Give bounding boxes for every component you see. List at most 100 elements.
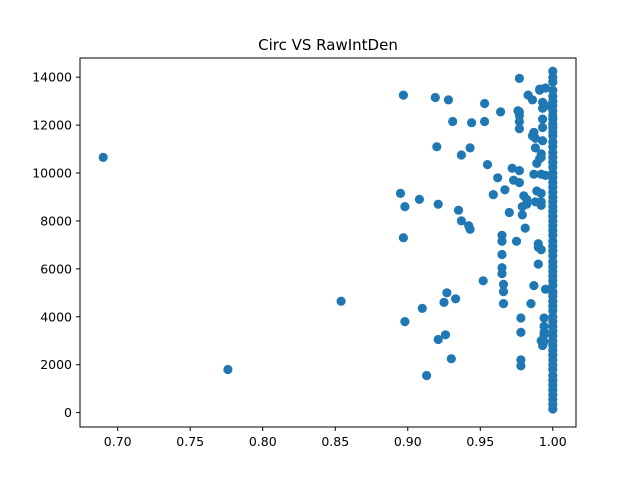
data-point <box>516 361 526 371</box>
data-point <box>478 276 488 286</box>
data-point <box>548 404 558 414</box>
data-point <box>540 170 551 180</box>
y-tick-label: 2000 <box>40 357 72 372</box>
data-point <box>223 364 233 375</box>
data-point <box>465 224 475 234</box>
data-point <box>514 73 525 83</box>
data-point <box>520 223 530 233</box>
y-tick-label: 10000 <box>32 166 72 181</box>
data-point <box>548 288 558 298</box>
data-point <box>498 299 509 309</box>
y-tick-label: 12000 <box>32 118 72 133</box>
plot-frame <box>79 57 577 428</box>
data-point <box>536 188 546 198</box>
data-point <box>493 173 503 183</box>
data-point <box>398 90 408 100</box>
data-point <box>497 236 507 246</box>
data-point <box>430 92 440 103</box>
data-point <box>529 169 539 179</box>
data-point <box>433 199 443 209</box>
data-point <box>538 122 548 133</box>
data-point <box>439 297 449 307</box>
data-point <box>522 199 532 209</box>
data-point <box>530 143 541 153</box>
data-point <box>516 327 526 337</box>
data-point <box>538 114 548 124</box>
chart-title: Circ VS RawIntDen <box>258 36 398 54</box>
data-point <box>417 303 427 313</box>
data-point <box>533 259 543 269</box>
data-point <box>514 124 525 134</box>
data-point <box>539 337 549 347</box>
x-tick-label: 0.85 <box>321 434 349 449</box>
y-tick-label: 0 <box>64 405 72 420</box>
x-tick-label: 0.90 <box>394 434 422 449</box>
data-point <box>514 166 525 176</box>
data-point <box>536 152 546 162</box>
x-tick-label: 1.00 <box>539 434 567 449</box>
data-point <box>507 163 517 173</box>
data-point <box>414 194 424 204</box>
x-tick-label: 0.95 <box>466 434 494 449</box>
y-tick-label: 8000 <box>40 213 72 228</box>
data-point <box>548 77 558 87</box>
data-point <box>527 95 538 105</box>
data-point <box>498 287 509 297</box>
data-point <box>400 317 410 327</box>
data-point <box>500 185 510 195</box>
data-point <box>529 281 539 291</box>
scatter-points <box>98 66 558 414</box>
data-point <box>456 150 466 160</box>
data-point <box>514 178 525 188</box>
data-point <box>488 190 498 200</box>
data-point <box>336 296 346 306</box>
data-point <box>433 334 443 345</box>
data-point <box>453 205 464 215</box>
data-point <box>540 83 551 93</box>
data-point <box>432 142 442 152</box>
data-point <box>451 294 461 304</box>
y-tick-label: 6000 <box>40 261 72 276</box>
data-point <box>497 269 507 279</box>
data-point <box>498 279 509 289</box>
x-tick-label: 0.80 <box>249 434 277 449</box>
data-point <box>446 354 456 364</box>
data-point <box>516 313 526 323</box>
x-tick-label: 0.70 <box>104 434 132 449</box>
data-point <box>511 236 522 246</box>
data-point <box>540 284 551 294</box>
data-point <box>467 118 477 128</box>
y-axis: 0 2000 4000 6000 8000 10000 12000 14000 <box>32 70 80 420</box>
y-tick-label: 4000 <box>40 309 72 324</box>
y-tick-label: 14000 <box>32 70 72 85</box>
data-point <box>448 116 458 127</box>
data-point <box>526 299 536 309</box>
x-axis: 0.70 0.75 0.80 0.85 0.90 0.95 1.00 <box>104 427 567 449</box>
data-point <box>496 107 506 117</box>
data-point <box>442 288 452 298</box>
data-point <box>536 200 546 210</box>
data-point <box>538 136 548 146</box>
data-point <box>540 101 551 111</box>
data-point <box>539 313 549 323</box>
data-point <box>539 330 549 340</box>
data-point <box>443 95 453 105</box>
data-point <box>514 107 525 117</box>
data-point <box>398 233 408 243</box>
data-point <box>536 245 546 255</box>
data-point <box>514 116 525 127</box>
data-point <box>480 98 490 109</box>
data-point <box>440 330 451 340</box>
data-point <box>422 370 432 381</box>
data-point <box>400 202 410 212</box>
data-point <box>465 143 475 153</box>
x-tick-label: 0.75 <box>176 434 204 449</box>
data-point <box>98 152 108 162</box>
data-point <box>395 188 406 198</box>
data-point <box>456 216 466 226</box>
data-point <box>480 116 490 127</box>
data-point <box>497 249 507 260</box>
data-point <box>517 210 527 220</box>
